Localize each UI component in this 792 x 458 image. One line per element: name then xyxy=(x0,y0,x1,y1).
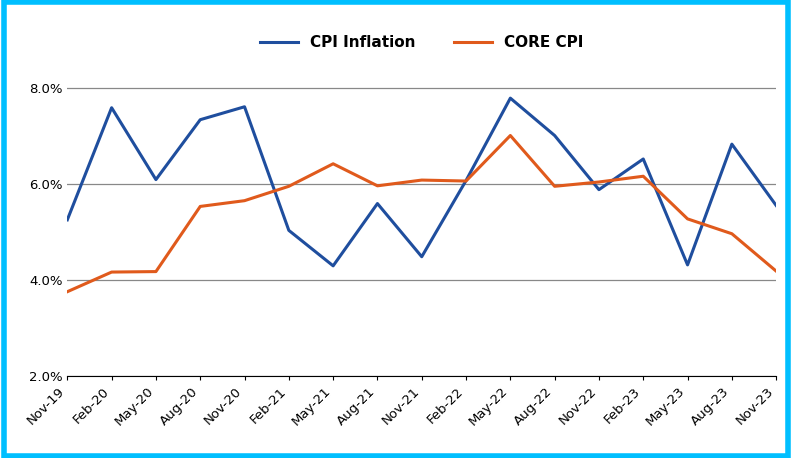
CORE CPI xyxy=(638,174,648,179)
CPI Inflation xyxy=(329,263,338,268)
CPI Inflation xyxy=(594,187,604,192)
CPI Inflation xyxy=(151,177,161,182)
CORE CPI xyxy=(771,268,781,274)
CORE CPI xyxy=(461,178,470,184)
CPI Inflation xyxy=(505,95,515,101)
CPI Inflation xyxy=(284,228,294,233)
CPI Inflation xyxy=(638,156,648,162)
CPI Inflation xyxy=(771,203,781,208)
CPI Inflation xyxy=(196,117,205,122)
Line: CPI Inflation: CPI Inflation xyxy=(67,98,776,266)
CORE CPI xyxy=(417,177,426,183)
CPI Inflation xyxy=(727,142,737,147)
CORE CPI xyxy=(683,216,692,222)
Legend: CPI Inflation, CORE CPI: CPI Inflation, CORE CPI xyxy=(260,35,584,50)
CORE CPI xyxy=(550,184,559,189)
CPI Inflation xyxy=(373,201,383,206)
CORE CPI xyxy=(240,198,249,203)
CORE CPI xyxy=(505,133,515,138)
CORE CPI xyxy=(727,231,737,236)
CPI Inflation xyxy=(550,133,559,138)
CORE CPI xyxy=(373,183,383,189)
CORE CPI xyxy=(107,269,116,275)
CPI Inflation xyxy=(683,262,692,267)
CORE CPI xyxy=(151,269,161,274)
CORE CPI xyxy=(594,179,604,185)
CORE CPI xyxy=(329,161,338,167)
CORE CPI xyxy=(284,184,294,189)
CPI Inflation xyxy=(417,254,426,260)
CORE CPI xyxy=(196,204,205,209)
CORE CPI xyxy=(63,289,72,294)
CPI Inflation xyxy=(63,217,72,223)
CPI Inflation xyxy=(107,105,116,110)
Line: CORE CPI: CORE CPI xyxy=(67,136,776,292)
CPI Inflation xyxy=(461,178,470,183)
CPI Inflation xyxy=(240,104,249,109)
